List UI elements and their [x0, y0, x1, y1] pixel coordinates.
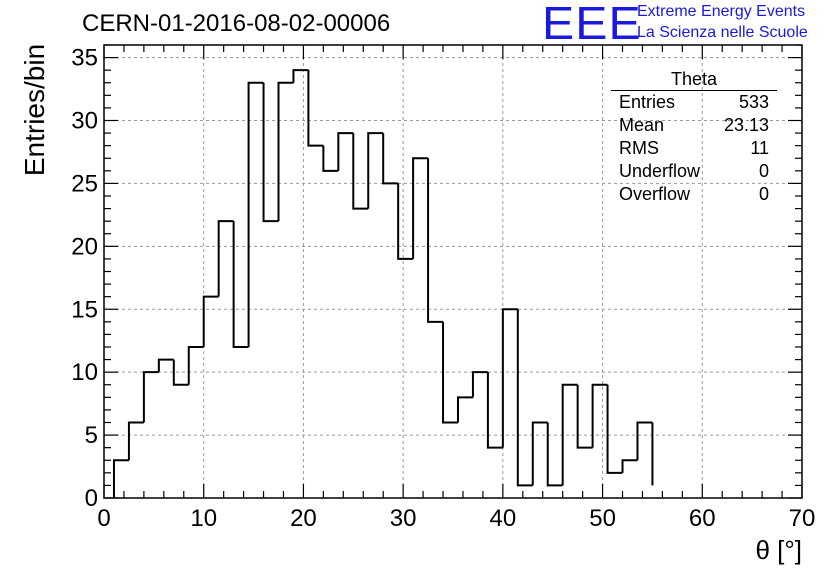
- histogram-bin: [337, 132, 354, 171]
- stats-value: 533: [738, 92, 769, 112]
- stats-row-overflow: Overflow 0: [611, 183, 777, 206]
- histogram-bin: [442, 321, 458, 424]
- stats-label: RMS: [619, 138, 659, 158]
- histogram-bin: [322, 145, 339, 172]
- histogram-bin: [172, 359, 189, 386]
- histogram-bin: [501, 308, 518, 448]
- x-tick-label: 20: [290, 505, 317, 532]
- y-axis-label: Entries/bin: [19, 43, 50, 177]
- axis-ticks: [103, 44, 803, 499]
- histogram-bin: [142, 371, 159, 423]
- histogram-bin: [427, 158, 444, 323]
- x-tick-label: 40: [490, 505, 517, 532]
- stats-label: Entries: [619, 92, 676, 112]
- x-axis-label: θ [°]: [755, 535, 802, 565]
- histogram-bin: [546, 422, 563, 487]
- histogram-bin: [262, 82, 279, 223]
- histogram-bin: [486, 372, 503, 449]
- histogram-bin: [112, 459, 129, 498]
- x-tick-label: 50: [589, 505, 616, 532]
- histogram-bin: [247, 81, 264, 347]
- eee-logo: EEE: [542, 0, 642, 49]
- histogram-bin: [531, 421, 548, 486]
- histogram-bars: [112, 69, 654, 498]
- stats-label: Overflow: [619, 184, 691, 204]
- histogram-bin: [127, 421, 144, 461]
- histogram-bin: [636, 421, 653, 461]
- stats-label: Mean: [619, 115, 665, 135]
- grid-lines: [104, 45, 802, 498]
- stats-row-entries: Entries 533: [611, 91, 777, 114]
- x-tick-label: 0: [97, 505, 110, 532]
- histogram-bin: [187, 346, 204, 385]
- histogram-bin: [621, 459, 638, 473]
- stats-value: 23.13: [723, 115, 769, 135]
- y-tick-label: 35: [71, 45, 98, 72]
- histogram-bin: [277, 81, 294, 222]
- histogram-bin: [367, 132, 384, 209]
- histogram-bin: [561, 383, 578, 486]
- stats-label: Underflow: [619, 161, 701, 181]
- histogram-bin: [576, 384, 593, 449]
- x-tick-label: 60: [689, 505, 716, 532]
- histogram-bin: [606, 384, 623, 474]
- y-tick-label: 5: [85, 422, 98, 449]
- histogram-bin: [516, 309, 533, 487]
- y-tick-label: 10: [71, 359, 98, 386]
- y-tick-label: 25: [71, 170, 98, 197]
- histogram-bin: [471, 371, 488, 398]
- x-tick-label: 10: [190, 505, 217, 532]
- x-tick-label: 30: [390, 505, 417, 532]
- histogram-bin: [397, 183, 414, 260]
- y-tick-label: 0: [85, 485, 98, 512]
- logo-line-1: Extreme Energy Events: [637, 3, 806, 20]
- histogram-bin: [307, 70, 324, 147]
- stats-title: Theta: [611, 69, 777, 91]
- histogram-bin: [591, 383, 608, 448]
- logo-line-2: La Scienza nelle Scuole: [637, 24, 808, 41]
- stats-value: 0: [758, 161, 769, 181]
- x-tick-label: 70: [789, 505, 816, 532]
- histogram-bin: [456, 396, 473, 423]
- y-tick-label: 30: [71, 108, 98, 135]
- histogram-bin: [157, 358, 174, 373]
- histogram-bin: [412, 157, 429, 259]
- stats-row-rms: RMS 11: [611, 137, 777, 160]
- y-tick-label: 15: [71, 296, 98, 323]
- histogram-bin: [352, 133, 369, 210]
- stats-value: 11: [750, 138, 769, 158]
- stats-row-mean: Mean 23.13: [611, 114, 777, 137]
- stats-row-underflow: Underflow 0: [611, 160, 777, 183]
- histogram-bin: [292, 69, 309, 83]
- stats-box: Theta Entries 533 Mean 23.13 RMS 11 Unde…: [611, 69, 777, 206]
- histogram-bin: [232, 221, 249, 348]
- stats-value: 0: [758, 184, 769, 204]
- run-title: CERN-01-2016-08-02-00006: [82, 10, 391, 37]
- histogram-bin: [382, 133, 399, 185]
- histogram-bin: [202, 295, 219, 347]
- tick-labels: 0 10 20 30 40 50 60 70 0 5 10 15 20 25 30 35: [71, 45, 815, 532]
- y-tick-label: 20: [71, 233, 98, 260]
- histogram-bin: [217, 220, 234, 297]
